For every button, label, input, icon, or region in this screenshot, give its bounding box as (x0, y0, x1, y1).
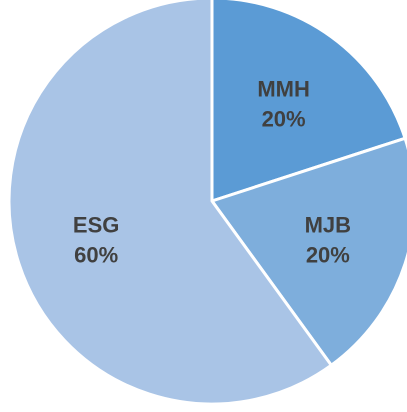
slice-category-label-mmh: MMH (257, 76, 310, 101)
pie-slice-esg (7, 0, 333, 406)
slice-value-label-esg: 60% (74, 243, 118, 268)
slice-category-label-mjb: MJB (305, 213, 351, 238)
slice-category-label-esg: ESG (73, 213, 119, 238)
pie-slice-mmh (210, 0, 407, 203)
pie-labels: MMH 20% MJB 20% ESG 60% (73, 76, 351, 267)
pie-slices (7, 0, 407, 406)
slice-value-label-mjb: 20% (306, 243, 350, 268)
pie-slice-mjb (210, 136, 407, 367)
slice-value-label-mmh: 20% (262, 106, 306, 131)
